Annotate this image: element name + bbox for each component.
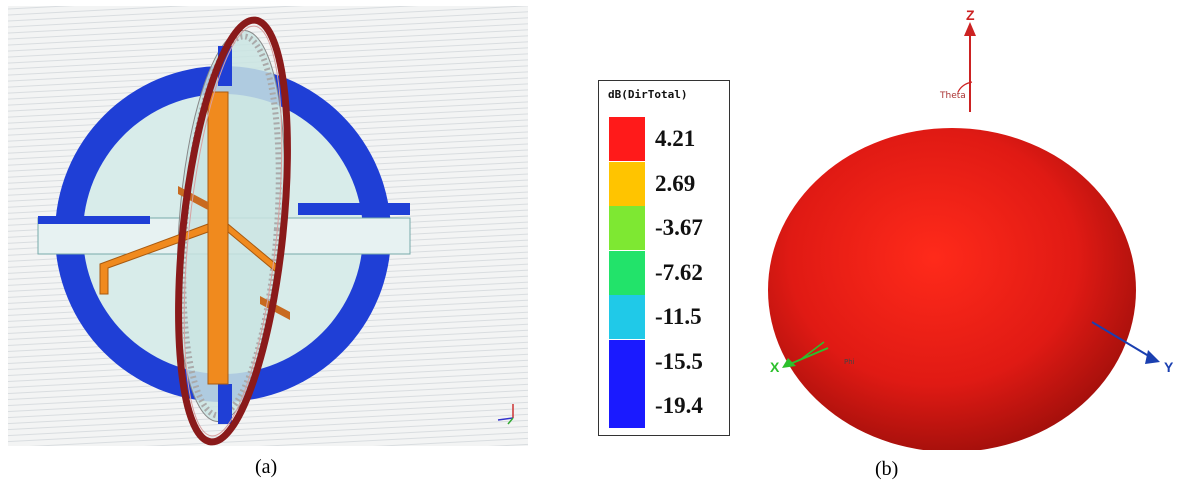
right-feed-line bbox=[298, 203, 410, 215]
caption-a: (a) bbox=[255, 456, 278, 478]
caption-b: (b) bbox=[875, 458, 899, 480]
radiation-pattern-view: Z Theta Y X Phi bbox=[740, 0, 1180, 450]
y-axis: Y bbox=[1091, 321, 1174, 375]
legend-label: -15.5 bbox=[655, 348, 703, 374]
theta-marker: Theta bbox=[939, 81, 973, 101]
mini-axis-icon bbox=[497, 404, 514, 425]
legend-label: -19.4 bbox=[655, 393, 703, 418]
directivity-legend: dB(DirTotal) 4.21 2.69 -3.67 -7.62 -11.5 -15.… bbox=[598, 80, 730, 436]
x-axis-label: X bbox=[770, 359, 780, 375]
legend-title: dB(DirTotal) bbox=[608, 88, 688, 101]
z-axis: Z bbox=[964, 7, 976, 112]
legend-swatch bbox=[609, 161, 645, 206]
antenna-model-drawing bbox=[8, 6, 528, 446]
red-loop-outer bbox=[175, 16, 291, 446]
red-loop-inner bbox=[183, 25, 283, 437]
bottom-ring-segment bbox=[218, 384, 232, 424]
legend-swatch bbox=[609, 384, 645, 428]
z-axis-label: Z bbox=[966, 7, 975, 23]
y-axis-label: Y bbox=[1164, 359, 1174, 375]
x-axis: X Phi bbox=[770, 341, 855, 375]
legend-label: -11.5 bbox=[655, 304, 702, 329]
theta-label: Theta bbox=[939, 91, 966, 101]
left-feed-line bbox=[38, 216, 150, 224]
directivity-lobe bbox=[768, 128, 1136, 450]
antenna-model-view bbox=[8, 6, 528, 446]
legend-swatch bbox=[609, 206, 645, 250]
radiation-pattern-drawing: Z Theta Y X Phi bbox=[768, 7, 1174, 450]
legend-label: 2.69 bbox=[655, 170, 696, 196]
legend-label: -3.67 bbox=[655, 215, 703, 240]
legend-label: -7.62 bbox=[655, 259, 703, 285]
legend-swatch bbox=[609, 295, 645, 339]
vertical-strip bbox=[207, 91, 229, 385]
phi-label: Phi bbox=[844, 358, 855, 366]
legend-swatch bbox=[609, 250, 645, 295]
legend-label: 4.21 bbox=[655, 126, 696, 151]
legend-swatch bbox=[609, 339, 645, 384]
legend-swatch bbox=[609, 117, 645, 161]
